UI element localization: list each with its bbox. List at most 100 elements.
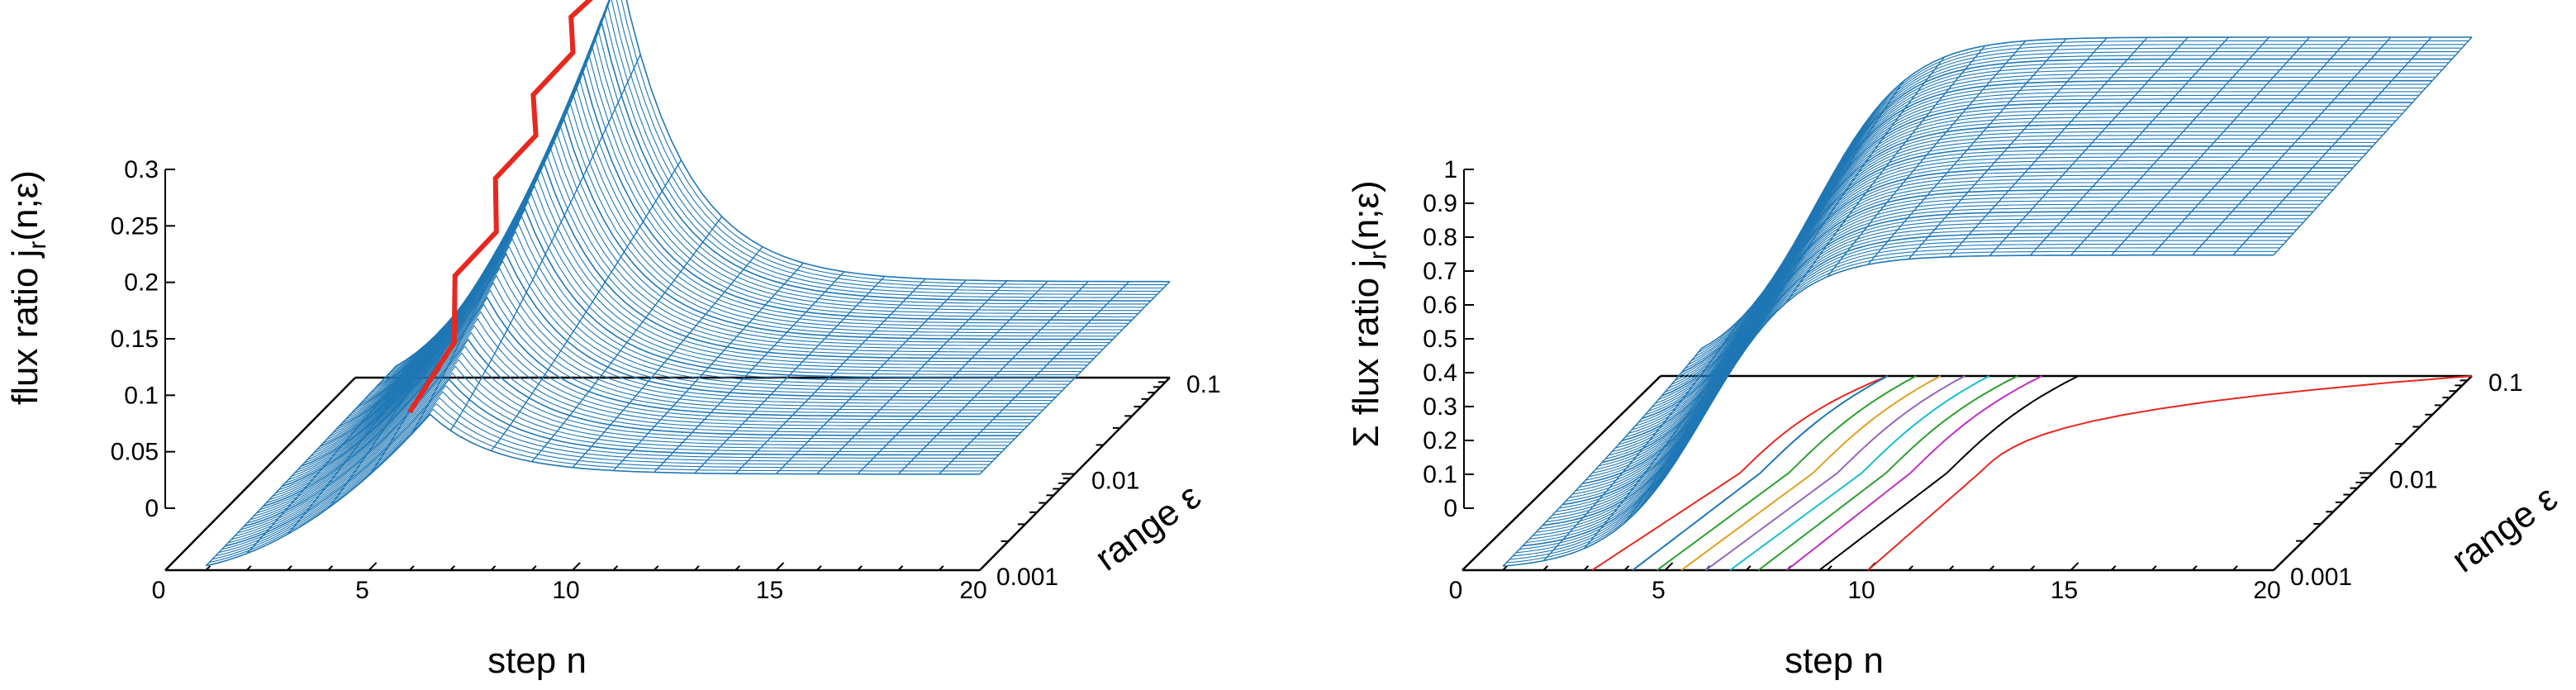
surface-step-line <box>449 54 641 431</box>
surface-eps-line <box>208 408 983 564</box>
z-tick-label: 0.4 <box>1423 359 1457 387</box>
surface-eps-line <box>335 122 1110 431</box>
contour-line <box>1818 375 2079 571</box>
z-tick-label: 0.7 <box>1423 258 1457 285</box>
surface-eps-line <box>1533 221 2303 536</box>
x-tick-mark <box>1461 562 1471 571</box>
x-tick-label: 15 <box>756 577 783 604</box>
contour-line <box>1705 375 1965 571</box>
surface-eps-line <box>297 215 1072 470</box>
x-tick-mark <box>409 565 415 571</box>
surface-eps-line <box>256 311 1031 514</box>
surface-step-line <box>1623 191 1824 524</box>
chart-1-ticks: 0 5 10 15 20 0.001 0.01 0.1 0 0.05 0.1 0.15 0.2 0.25 0… <box>111 156 1221 604</box>
contour-line <box>1757 375 2018 571</box>
x-tick-mark <box>287 565 292 571</box>
surface-step-line <box>2111 36 2311 256</box>
z-tick-label: 0.2 <box>1423 427 1457 454</box>
z-tick-label: 0.8 <box>1423 224 1457 251</box>
x-tick-mark <box>327 565 334 571</box>
x-tick-mark <box>2192 565 2198 571</box>
surface-step-line <box>2029 36 2229 256</box>
chart-2-y-axis-title: range ε <box>2445 478 2565 581</box>
x-tick-label: 5 <box>1652 577 1666 604</box>
x-tick-mark <box>449 565 456 571</box>
x-tick-mark <box>653 565 659 571</box>
x-tick-label: 5 <box>355 577 369 604</box>
surface-eps-line <box>250 325 1024 521</box>
surface-step-line <box>1867 38 2067 265</box>
z-tick-label: 0.15 <box>111 326 159 353</box>
surface-step-line <box>287 283 478 535</box>
surface-eps-line <box>1516 240 2287 554</box>
surface-eps-line <box>364 50 1138 400</box>
surface-eps-line <box>1556 196 2326 512</box>
surface-step-line <box>246 334 438 554</box>
surface-eps-line <box>265 289 1040 504</box>
x-tick-mark <box>897 565 904 571</box>
surface-eps-line <box>1526 229 2297 544</box>
surface-step-line <box>205 365 397 567</box>
y-tick-label: 0.1 <box>1186 371 1221 398</box>
surface-eps-line <box>1509 247 2280 560</box>
x-tick-mark <box>245 565 252 571</box>
peak-path-line <box>407 0 593 414</box>
surface-eps-line <box>1539 214 2310 530</box>
surface-eps-line <box>246 331 1021 524</box>
chart-2-x-axis-title: step n <box>1785 640 1884 681</box>
x-tick-mark <box>938 565 944 571</box>
surface-eps-line <box>231 365 1005 540</box>
x-tick-mark <box>2151 565 2157 571</box>
x-tick-mark <box>1583 565 1590 571</box>
cumulative-flux-ratio-surface-chart: Σ flux ratio jr(n;ε) step n range ε 0 5 10… <box>1346 36 2565 681</box>
x-tick-mark <box>205 565 211 571</box>
surface-step-line <box>1704 80 1905 413</box>
surface-eps-line <box>1546 207 2317 523</box>
x-tick-mark <box>2029 565 2036 571</box>
surface-step-line <box>775 279 967 474</box>
surface-eps-line <box>240 345 1015 531</box>
surface-step-line <box>816 280 1008 475</box>
contour-line <box>1786 375 2042 571</box>
x-tick-mark <box>164 562 173 571</box>
surface-step-line <box>1786 45 1986 303</box>
surface-eps-line <box>282 252 1056 488</box>
surface-step-line <box>694 275 886 474</box>
surface-eps-line <box>1700 36 2472 350</box>
surface-eps-line <box>215 397 990 557</box>
surface-step-line <box>1948 36 2148 258</box>
z-tick-label: 0.6 <box>1423 292 1457 319</box>
surface-eps-line <box>1569 182 2340 498</box>
chart-1-z-axis-title: flux ratio jr(n;ε) <box>5 170 51 405</box>
surface-eps-line <box>1561 188 2333 506</box>
x-tick-mark <box>1623 565 1630 571</box>
surface-step-line <box>1746 56 1946 349</box>
surface-step-line <box>1502 348 1702 567</box>
surface-step-line <box>2232 36 2432 256</box>
x-tick-mark <box>1827 565 1832 571</box>
x-tick-label: 20 <box>2253 577 2280 604</box>
contour-line <box>1867 375 2473 571</box>
surface-step-line <box>2273 36 2473 256</box>
z-tick-label: 0.3 <box>1423 393 1457 421</box>
surface-eps-line <box>1542 211 2313 526</box>
surface-eps-line <box>211 402 986 560</box>
surface-eps-line <box>227 372 1002 544</box>
surface-eps-line <box>221 384 996 550</box>
surface-eps-line <box>301 207 1075 468</box>
surface-eps-line <box>307 193 1081 460</box>
surface-step-line <box>327 216 519 509</box>
surface-eps-line <box>294 222 1069 473</box>
y-tick-label: 0.001 <box>2290 564 2352 591</box>
surface-eps-line <box>1513 243 2284 557</box>
x-tick-mark <box>1908 565 1914 571</box>
surface-eps-line <box>341 107 1116 424</box>
x-tick-mark <box>2273 562 2282 571</box>
chart-2-z-axis-title: Σ flux ratio jr(n;ε) <box>1346 180 1392 447</box>
surface-eps-line <box>244 338 1018 527</box>
y-tick-label: 0.001 <box>996 564 1058 591</box>
surface-step-line <box>1583 263 1783 550</box>
contour-line <box>1729 375 1990 571</box>
z-tick-label: 0 <box>145 495 159 522</box>
